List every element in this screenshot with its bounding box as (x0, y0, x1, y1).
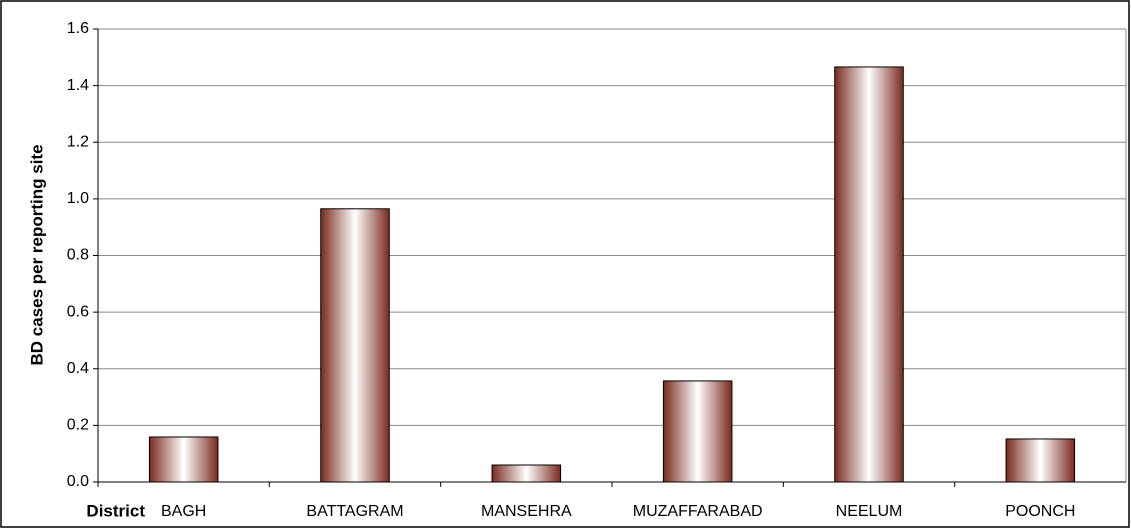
y-tick-label: 0.0 (67, 473, 89, 490)
y-tick-label: 1.2 (67, 133, 89, 150)
x-tick-label: BATTAGRAM (306, 503, 403, 520)
bar (834, 66, 904, 483)
y-tick-label: 1.0 (67, 190, 89, 207)
y-tick-label: 1.4 (67, 77, 89, 94)
bar (491, 464, 562, 483)
x-tick-label: MANSEHRA (481, 503, 572, 520)
bar (662, 380, 733, 483)
y-axis-label: BD cases per reporting site (27, 144, 46, 365)
x-tick-label: BAGH (161, 503, 206, 520)
x-tick-label: NEELUM (836, 503, 903, 520)
bar (320, 208, 390, 483)
y-tick-label: 0.2 (67, 417, 89, 434)
x-tick-label: MUZAFFARABAD (633, 503, 763, 520)
y-tick-label: 0.6 (67, 303, 89, 320)
bar (148, 436, 219, 483)
bar (1005, 438, 1076, 483)
y-tick-label: 0.4 (67, 360, 89, 377)
y-tick-label: 1.6 (67, 20, 89, 37)
x-tick-label: POONCH (1005, 503, 1075, 520)
y-tick-label: 0.8 (67, 247, 89, 264)
x-axis-label: District (86, 501, 145, 520)
